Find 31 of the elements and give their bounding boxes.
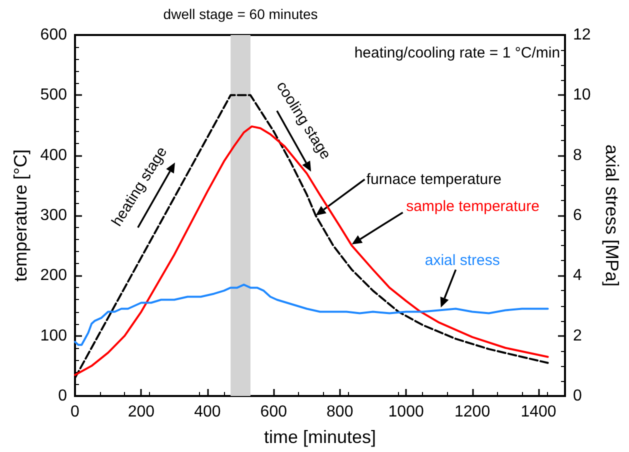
x-tick-label: 0 — [70, 404, 80, 420]
x-tick-label: 400 — [194, 404, 221, 420]
x-tick-label: 1200 — [454, 404, 490, 420]
y-tick-label: 400 — [40, 146, 68, 164]
text: axial stress — [424, 252, 500, 270]
x-tick-label: 600 — [260, 404, 288, 420]
y2-tick-label: 6 — [573, 207, 582, 224]
text: furnace temperature — [366, 170, 502, 188]
y2-tick-label: 12 — [573, 26, 591, 44]
y-tick-label: 0 — [58, 388, 68, 404]
y2-tick-label: 4 — [573, 267, 582, 284]
y-tick-label: 500 — [40, 86, 68, 104]
y2-axis-title: axial stress [MPa] — [602, 144, 622, 287]
y2-tick-label: 2 — [573, 327, 582, 344]
band-label: dwell stage = 60 minutes — [163, 6, 318, 22]
y-tick-label: 300 — [40, 207, 68, 224]
line-series — [74, 284, 549, 346]
annotation: heating/cooling rate = 1 °C/min — [354, 44, 560, 62]
x-tick-label: 1400 — [520, 404, 556, 420]
x-tick-label: 800 — [326, 404, 354, 420]
x-tick-label: 200 — [128, 404, 155, 420]
text: sample temperature — [406, 198, 540, 215]
x-axis-title: time [minutes] — [264, 427, 376, 447]
y2-tick-label: 0 — [573, 388, 582, 404]
y-tick-label: 600 — [40, 26, 68, 44]
y2-tick-label: 10 — [573, 86, 591, 104]
x-tick-label: 1000 — [388, 404, 424, 420]
y-tick-label: 200 — [40, 267, 68, 284]
y-tick-label: 100 — [40, 327, 68, 344]
y2-tick-label: 8 — [573, 146, 582, 164]
y-axis-title: temperature [°C] — [10, 149, 30, 282]
